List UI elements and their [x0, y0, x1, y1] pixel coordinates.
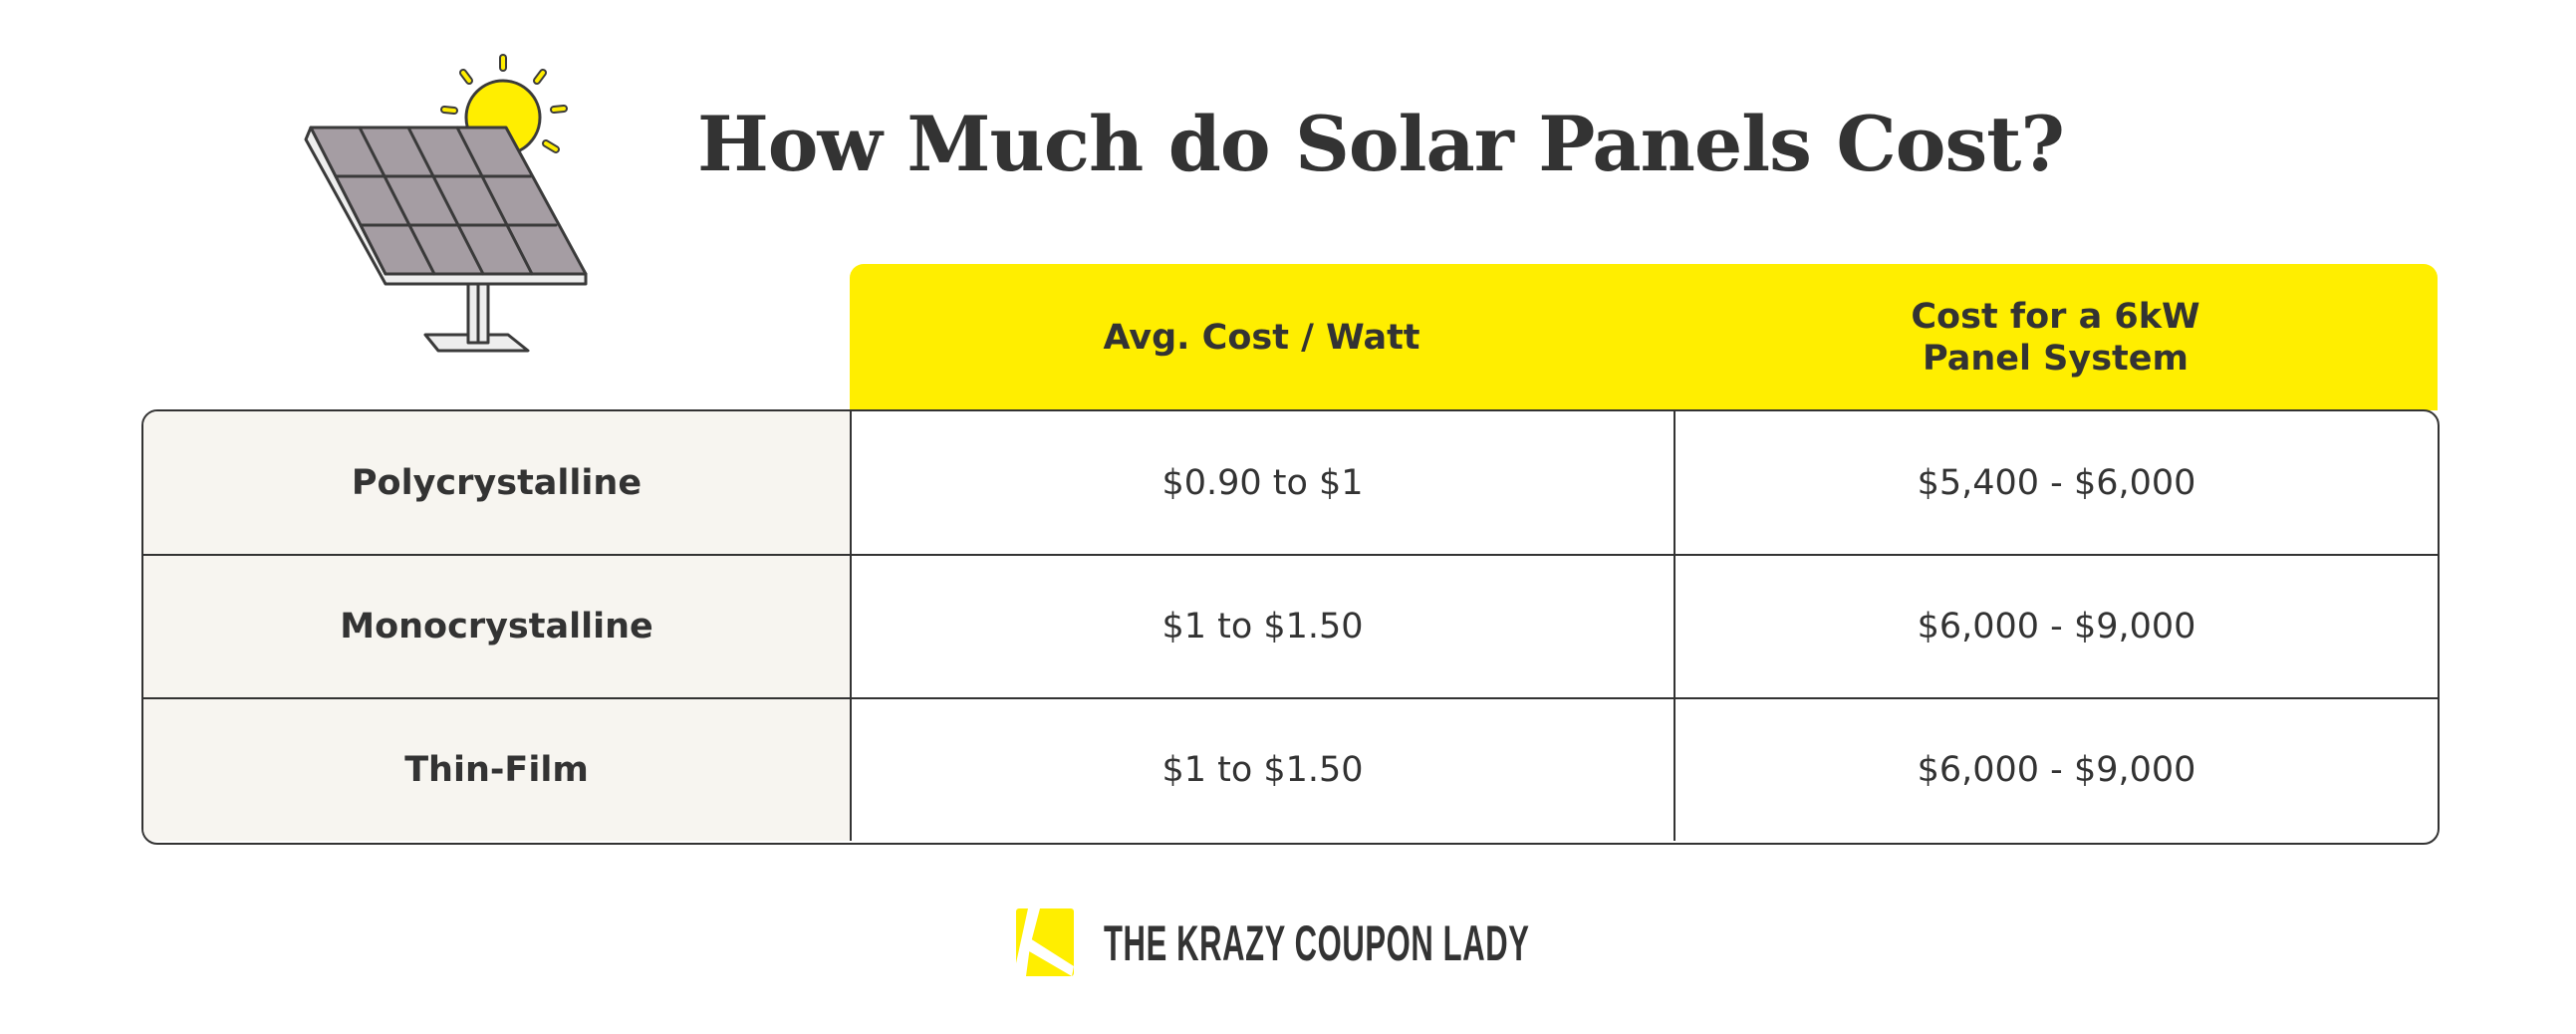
- column-header-system-cost: Cost for a 6kW Panel System: [1911, 296, 2200, 379]
- table-row: Polycrystalline $0.90 to $1 $5,400 - $6,…: [143, 411, 2438, 554]
- cost-table: Polycrystalline $0.90 to $1 $5,400 - $6,…: [141, 409, 2440, 845]
- table-header: Avg. Cost / Watt Cost for a 6kW Panel Sy…: [850, 264, 2438, 410]
- cost-per-watt-cell: $0.90 to $1: [852, 411, 1675, 554]
- column-header-cost-per-watt: Avg. Cost / Watt: [1103, 317, 1420, 358]
- page-title: How Much do Solar Panels Cost?: [697, 100, 2065, 188]
- row-header: Polycrystalline: [143, 411, 852, 554]
- table-row: Thin-Film $1 to $1.50 $6,000 - $9,000: [143, 697, 2438, 841]
- row-header: Thin-Film: [143, 699, 852, 841]
- solar-panel-icon: [304, 54, 588, 353]
- cost-per-watt-cell: $1 to $1.50: [852, 556, 1675, 697]
- brand-logo-icon: [1016, 908, 1074, 976]
- cost-per-watt-cell: $1 to $1.50: [852, 699, 1675, 841]
- system-cost-cell: $6,000 - $9,000: [1917, 607, 2196, 646]
- system-cost-cell: $5,400 - $6,000: [1917, 462, 2196, 503]
- system-cost-cell: $6,000 - $9,000: [1917, 750, 2196, 790]
- table-row: Monocrystalline $1 to $1.50 $6,000 - $9,…: [143, 554, 2438, 697]
- brand-name: THE KRAZY COUPON LADY: [1104, 915, 1530, 971]
- row-header: Monocrystalline: [143, 556, 852, 697]
